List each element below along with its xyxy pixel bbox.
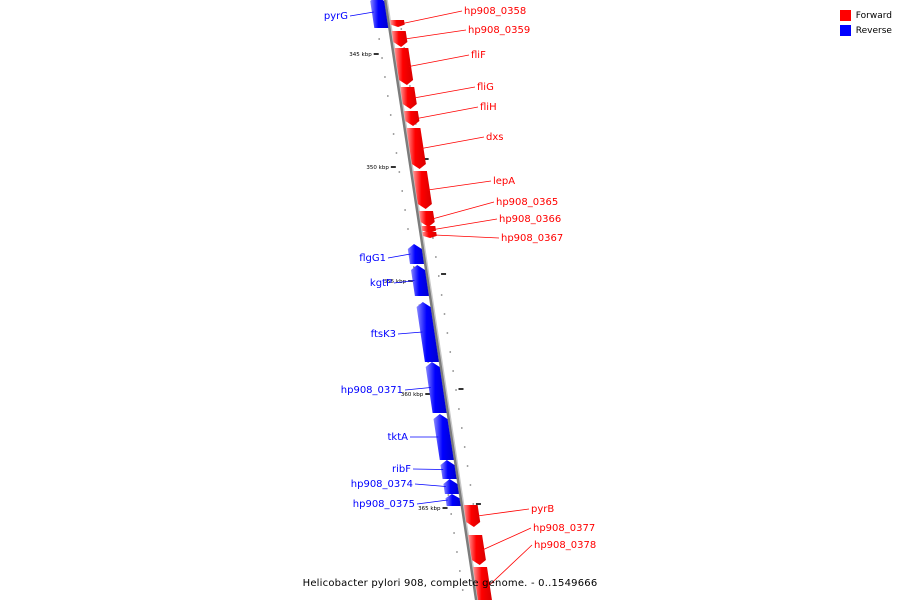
gene-arrow-hp908_0365[interactable] [419, 211, 435, 227]
gene-connector [416, 499, 448, 505]
gene-label-ribF[interactable]: ribF [392, 464, 411, 475]
backbone-line [383, 0, 479, 600]
gene-connector [477, 508, 530, 517]
legend-item-forward: Forward [839, 8, 892, 23]
gene-arrow-dxs[interactable] [406, 128, 426, 169]
gene-connector [427, 180, 492, 191]
gene-connector [413, 86, 476, 99]
gene-connector [487, 544, 533, 587]
gene-connector [414, 483, 446, 487]
legend: Forward Reverse [839, 8, 892, 38]
gene-arrow-fliH[interactable] [403, 111, 420, 126]
tick-label: 365 kbp [418, 506, 441, 512]
gene-label-kgtP[interactable]: kgtP [370, 278, 392, 289]
gene-label-ftsK3[interactable]: ftsK3 [371, 329, 396, 340]
gene-arrow-lepA[interactable] [412, 171, 432, 209]
gene-label-hp908_0365[interactable]: hp908_0365 [496, 197, 558, 208]
gene-connector [412, 468, 444, 470]
gene-label-pyrB[interactable]: pyrB [531, 504, 554, 515]
gene-connector [416, 106, 479, 119]
tick-label: 345 kbp [349, 52, 372, 58]
gene-label-hp908_0366[interactable]: hp908_0366 [499, 214, 561, 225]
tick-label: 355 kbp [384, 279, 407, 285]
gene-connector [393, 280, 415, 284]
gene-arrow-hp908_0358[interactable] [390, 20, 405, 27]
forward-swatch [839, 10, 851, 21]
gene-arrow-flgG1[interactable] [407, 244, 424, 264]
gene-label-hp908_0359[interactable]: hp908_0359 [468, 25, 530, 36]
gene-label-pyrG[interactable]: pyrG [324, 11, 348, 22]
gene-label-hp908_0374[interactable]: hp908_0374 [351, 479, 413, 490]
legend-item-reverse: Reverse [839, 23, 892, 38]
gene-label-fliH[interactable]: fliH [480, 102, 497, 113]
gene-label-hp908_0371[interactable]: hp908_0371 [341, 385, 403, 396]
gene-arrow-pyrB[interactable] [463, 505, 481, 527]
gene-label-lepA[interactable]: lepA [493, 176, 515, 187]
gene-label-tktA[interactable]: tktA [388, 432, 409, 443]
gene-connector [402, 10, 463, 24]
gene-label-flgG1[interactable]: flgG1 [359, 253, 386, 264]
gene-connector [433, 218, 498, 230]
gene-label-hp908_0358[interactable]: hp908_0358 [464, 6, 526, 17]
legend-label-forward: Forward [855, 10, 892, 21]
gene-label-hp908_0378[interactable]: hp908_0378 [534, 540, 596, 551]
gene-connector [349, 11, 374, 17]
gene-arrow-tktA[interactable] [433, 414, 454, 460]
gene-connector [397, 331, 423, 335]
gene-arrow-hp908_0377[interactable] [468, 535, 486, 565]
gene-arrow-ftsK3[interactable] [416, 302, 439, 362]
gene-connector [432, 201, 495, 220]
gene-arrow-hp908_0378[interactable] [473, 567, 492, 600]
gene-label-hp908_0367[interactable]: hp908_0367 [501, 233, 563, 244]
gene-label-dxs[interactable]: dxs [486, 132, 503, 143]
tick-label: 350 kbp [366, 165, 389, 171]
gene-arrow-fliG[interactable] [400, 87, 417, 109]
gene-arrow-hp908_0374[interactable] [443, 479, 459, 494]
gene-connector [387, 253, 411, 259]
gene-connector [404, 387, 431, 391]
gene-connector [482, 527, 532, 551]
gene-arrow-hp908_0367[interactable] [422, 232, 437, 238]
gene-connector [409, 54, 470, 67]
reverse-swatch [839, 25, 851, 36]
tick-label: 360 kbp [401, 392, 424, 398]
gene-arrow-pyrG[interactable] [370, 0, 389, 28]
genome-caption: Helicobacter pylori 908, complete genome… [302, 578, 598, 589]
gene-arrow-fliF[interactable] [394, 48, 414, 85]
label-layer: pyrG hp908_0358 hp908_0359 fliF fliG fliH dxs l… [324, 6, 596, 587]
gene-label-fliF[interactable]: fliF [471, 50, 486, 61]
gene-connector [434, 234, 500, 239]
gene-connector [404, 29, 467, 40]
gene-layer [370, 0, 492, 600]
legend-label-reverse: Reverse [855, 25, 892, 36]
gene-arrow-hp908_0359[interactable] [391, 31, 408, 47]
gene-connector [421, 136, 485, 149]
gene-arrow-kgtP[interactable] [411, 265, 429, 296]
gene-arrow-ribF[interactable] [440, 460, 457, 479]
gene-label-fliG[interactable]: fliG [477, 82, 494, 93]
gene-arrow-hp908_0371[interactable] [425, 362, 447, 413]
gene-arrow-hp908_0375[interactable] [445, 494, 461, 506]
gene-label-hp908_0375[interactable]: hp908_0375 [353, 499, 415, 510]
gene-label-hp908_0377[interactable]: hp908_0377 [533, 523, 595, 534]
gene-arrow-hp908_0366[interactable] [421, 226, 436, 233]
